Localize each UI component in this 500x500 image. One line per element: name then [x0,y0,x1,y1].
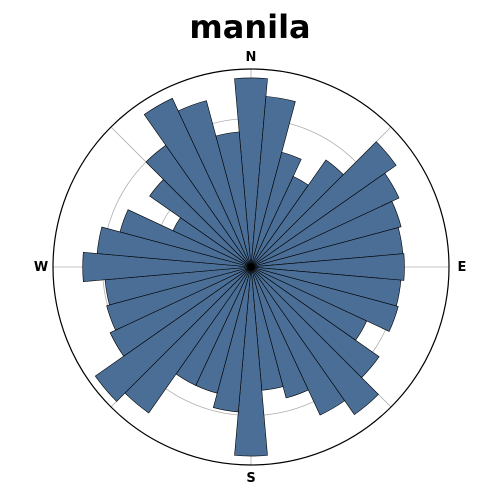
direction-bar [234,77,268,268]
direction-bar [250,266,379,416]
direction-bar [234,266,268,457]
direction-bar [250,172,400,268]
south-label: S [246,471,255,486]
direction-bar [119,209,252,268]
direction-bar [250,96,296,268]
east-label: E [458,260,467,275]
direction-bar [82,252,252,282]
direction-bar [143,97,252,268]
direction-bar [250,200,402,268]
direction-bar [250,266,309,399]
direction-bar [177,100,252,268]
direction-bar [250,266,399,332]
direction-bar [106,266,252,331]
west-label: W [34,260,48,275]
direction-bar [96,226,252,268]
outer-frame [52,68,450,466]
direction-bar [94,266,252,402]
chart-title: manila [189,8,311,46]
north-label: N [246,50,257,65]
direction-bar [250,266,346,416]
direction-bar [250,253,405,281]
direction-bar [250,141,397,268]
direction-bar [215,131,252,268]
direction-bars [82,77,405,457]
direction-bar [109,266,252,357]
direction-bar [250,151,302,268]
